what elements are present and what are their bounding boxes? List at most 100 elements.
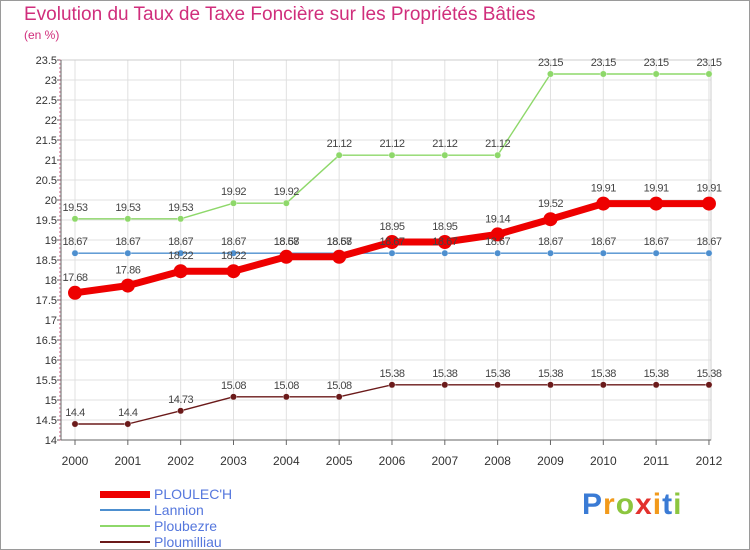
data-point bbox=[124, 420, 132, 428]
y-tick-label: 23.5 bbox=[36, 55, 57, 67]
data-point bbox=[547, 70, 554, 78]
data-label: 17.68 bbox=[62, 272, 87, 284]
data-label: 18.67 bbox=[62, 236, 87, 248]
data-point bbox=[652, 70, 660, 78]
data-label: 18.67 bbox=[644, 236, 669, 248]
data-point bbox=[547, 249, 554, 257]
data-label: 15.08 bbox=[221, 380, 246, 392]
data-point bbox=[282, 393, 290, 401]
y-tick-label: 17.5 bbox=[36, 295, 57, 307]
legend-swatch bbox=[100, 541, 150, 543]
data-point bbox=[177, 249, 185, 257]
data-point bbox=[599, 381, 607, 389]
data-point bbox=[332, 249, 347, 264]
logo-letter: t bbox=[662, 488, 674, 521]
data-point bbox=[705, 249, 713, 257]
data-label: 19.92 bbox=[221, 186, 246, 198]
data-point bbox=[652, 249, 660, 257]
x-tick-label: 2009 bbox=[537, 454, 564, 468]
data-label: 18.67 bbox=[696, 236, 721, 248]
data-label: 18.67 bbox=[538, 236, 563, 248]
y-tick-label: 20.5 bbox=[36, 175, 57, 187]
y-tick-label: 19.5 bbox=[36, 215, 57, 227]
y-tick-label: 18 bbox=[45, 275, 57, 287]
data-label: 19.91 bbox=[591, 183, 616, 195]
data-label: 18.22 bbox=[221, 250, 246, 262]
legend-item: PLOULEC'H bbox=[100, 486, 232, 502]
y-tick-label: 16 bbox=[45, 355, 57, 367]
x-tick-label: 2005 bbox=[326, 454, 353, 468]
data-point bbox=[388, 381, 396, 389]
data-label: 14.4 bbox=[118, 407, 138, 419]
data-point bbox=[547, 381, 554, 389]
data-point bbox=[177, 407, 185, 415]
y-tick-label: 15.5 bbox=[36, 375, 57, 387]
data-point bbox=[230, 199, 237, 207]
data-point bbox=[494, 151, 502, 159]
data-point bbox=[335, 151, 343, 159]
logo-letter: i bbox=[673, 488, 683, 521]
y-tick-label: 15 bbox=[45, 395, 57, 407]
data-label: 18.67 bbox=[379, 236, 404, 248]
x-tick-label: 2008 bbox=[484, 454, 511, 468]
logo-letter: r bbox=[603, 488, 616, 521]
data-label: 21.12 bbox=[379, 138, 404, 150]
logo-letter: i bbox=[652, 488, 663, 521]
data-label: 19.91 bbox=[696, 183, 721, 195]
data-label: 15.38 bbox=[379, 368, 404, 380]
y-tick-label: 16.5 bbox=[36, 335, 57, 347]
data-label: 18.67 bbox=[591, 236, 616, 248]
legend-swatch bbox=[100, 525, 150, 527]
logo-letter: o bbox=[615, 488, 636, 521]
legend-swatch bbox=[100, 490, 150, 498]
data-label: 15.38 bbox=[591, 368, 616, 380]
data-label: 15.08 bbox=[327, 380, 352, 392]
data-point bbox=[494, 381, 502, 389]
data-point bbox=[599, 249, 607, 257]
data-label: 18.67 bbox=[432, 236, 457, 248]
data-label: 18.67 bbox=[327, 236, 352, 248]
y-tick-label: 23 bbox=[45, 75, 57, 87]
legend-label: Lannion bbox=[154, 502, 204, 518]
y-tick-label: 14.5 bbox=[36, 415, 57, 427]
data-point bbox=[705, 70, 713, 78]
data-point bbox=[230, 249, 237, 257]
data-point bbox=[599, 70, 607, 78]
data-label: 19.53 bbox=[168, 202, 193, 214]
data-label: 18.67 bbox=[168, 236, 193, 248]
data-label: 19.52 bbox=[538, 198, 563, 210]
data-point bbox=[437, 235, 452, 249]
data-point bbox=[441, 381, 449, 389]
data-point bbox=[177, 215, 185, 223]
data-label: 23.15 bbox=[591, 57, 616, 69]
data-label: 18.22 bbox=[168, 250, 193, 262]
data-label: 23.15 bbox=[538, 57, 563, 69]
logo-letter: P bbox=[582, 488, 604, 521]
data-point bbox=[441, 151, 449, 159]
legend-item: Lannion bbox=[100, 502, 232, 518]
data-label: 15.08 bbox=[274, 380, 299, 392]
data-label: 18.95 bbox=[432, 221, 457, 233]
data-label: 18.67 bbox=[115, 236, 140, 248]
data-label: 21.12 bbox=[432, 138, 457, 150]
data-point bbox=[701, 196, 716, 211]
x-tick-label: 2001 bbox=[114, 454, 141, 468]
data-label: 15.38 bbox=[432, 368, 457, 380]
data-point bbox=[68, 285, 82, 300]
y-tick-label: 22 bbox=[45, 115, 57, 127]
data-label: 19.53 bbox=[62, 202, 87, 214]
x-tick-label: 2010 bbox=[590, 454, 617, 468]
chart-unit-label: (en %) bbox=[24, 28, 60, 42]
legend-label: Ploumilliau bbox=[154, 534, 222, 550]
y-tick-label: 17 bbox=[45, 315, 57, 327]
x-tick-label: 2011 bbox=[643, 454, 669, 468]
data-point bbox=[173, 264, 188, 279]
y-tick-label: 20 bbox=[45, 195, 57, 207]
data-label: 19.91 bbox=[644, 183, 669, 195]
data-point bbox=[543, 212, 558, 227]
data-point bbox=[388, 151, 396, 159]
chart-title: Evolution du Taux de Taxe Foncière sur l… bbox=[24, 4, 536, 25]
data-label: 15.38 bbox=[538, 368, 563, 380]
data-point bbox=[71, 215, 79, 223]
